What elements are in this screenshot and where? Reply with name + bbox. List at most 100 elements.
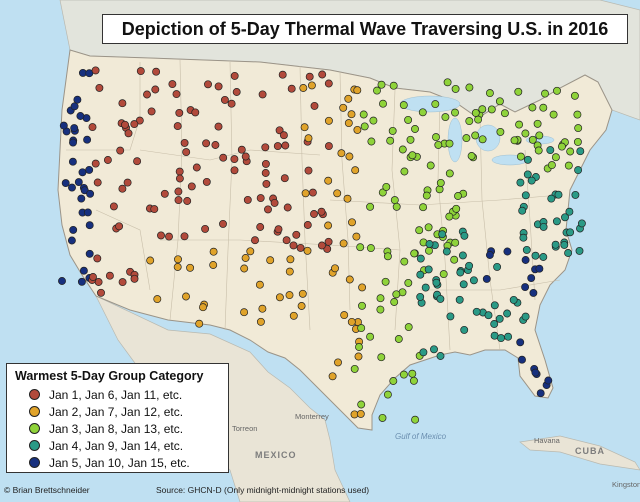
station-marker <box>121 120 129 129</box>
station-marker <box>459 280 468 289</box>
station-marker <box>220 95 229 104</box>
station-marker <box>278 70 287 79</box>
station-marker <box>557 142 566 151</box>
station-marker <box>527 274 536 283</box>
station-marker <box>324 142 333 151</box>
station-marker <box>539 222 548 231</box>
station-marker <box>503 247 512 256</box>
station-marker <box>130 120 139 129</box>
station-marker <box>471 108 480 117</box>
station-marker <box>386 136 395 145</box>
station-marker <box>356 409 365 418</box>
station-marker <box>305 72 314 81</box>
station-marker <box>97 288 105 297</box>
station-marker <box>94 278 103 286</box>
station-marker <box>85 165 94 174</box>
station-marker <box>487 105 496 114</box>
station-marker <box>564 249 573 257</box>
map-title-box: Depiction of 5-Day Thermal Wave Traversi… <box>102 14 628 44</box>
station-marker <box>192 163 201 172</box>
station-marker <box>436 352 445 360</box>
station-marker <box>378 188 387 197</box>
station-marker <box>400 257 409 266</box>
station-marker <box>88 123 97 132</box>
station-marker <box>358 283 367 292</box>
station-marker <box>153 295 162 304</box>
station-marker <box>333 189 342 198</box>
station-marker <box>493 262 502 271</box>
legend-item-group-5: Jan 5, Jan 10, Jan 15, etc. <box>15 454 220 471</box>
station-marker <box>571 190 580 199</box>
station-marker <box>398 145 407 154</box>
station-marker <box>331 264 339 273</box>
station-marker <box>183 197 192 205</box>
station-marker <box>436 178 445 187</box>
station-marker <box>340 311 349 320</box>
station-marker <box>474 115 483 124</box>
legend-item-group-4: Jan 4, Jan 9, Jan 14, etc. <box>15 437 220 454</box>
station-marker <box>452 204 461 213</box>
station-marker <box>410 249 419 258</box>
station-marker <box>219 219 227 228</box>
station-marker <box>416 292 425 301</box>
station-marker <box>67 236 76 245</box>
station-marker <box>296 243 305 252</box>
station-marker <box>324 237 333 246</box>
station-marker <box>261 159 270 168</box>
station-marker <box>539 253 548 261</box>
legend-item-group-3: Jan 3, Jan 8, Jan 13, etc. <box>15 420 220 437</box>
station-marker <box>521 129 530 138</box>
station-marker <box>516 178 525 187</box>
station-marker <box>369 116 378 125</box>
station-marker <box>303 221 312 229</box>
station-marker <box>324 176 333 185</box>
station-marker <box>574 166 583 175</box>
station-marker <box>123 178 132 187</box>
station-marker <box>451 238 460 247</box>
station-marker <box>547 161 556 170</box>
legend-dot-group-3 <box>29 423 40 434</box>
station-marker <box>324 116 333 125</box>
station-marker <box>230 166 239 175</box>
station-marker <box>570 91 579 100</box>
station-marker <box>264 205 272 214</box>
station-marker <box>531 251 540 260</box>
station-marker <box>421 283 430 292</box>
station-marker <box>434 140 443 149</box>
cuba-label: CUBA <box>575 446 605 456</box>
station-marker <box>202 177 211 186</box>
station-marker <box>439 270 448 279</box>
station-marker <box>310 210 318 218</box>
station-marker <box>275 126 284 135</box>
station-marker <box>560 240 569 249</box>
station-marker <box>357 324 366 333</box>
station-marker <box>435 185 444 194</box>
station-marker <box>256 223 265 231</box>
station-marker <box>509 295 518 304</box>
station-marker <box>529 288 538 297</box>
station-marker <box>160 189 169 198</box>
station-marker <box>451 108 459 117</box>
station-marker <box>416 270 425 279</box>
station-marker <box>124 129 133 138</box>
station-marker <box>535 131 544 140</box>
station-marker <box>399 101 408 110</box>
station-marker <box>237 145 246 154</box>
station-marker <box>484 311 493 320</box>
station-marker <box>450 255 459 264</box>
station-marker <box>345 275 354 284</box>
station-marker <box>351 166 360 175</box>
station-marker <box>275 293 284 302</box>
station-marker <box>521 191 530 200</box>
station-marker <box>182 292 190 301</box>
station-marker <box>521 312 530 321</box>
station-marker <box>343 194 352 203</box>
station-marker <box>173 122 182 131</box>
station-marker <box>441 113 450 122</box>
station-marker <box>528 103 537 112</box>
station-marker <box>157 231 165 240</box>
station-marker <box>130 274 139 283</box>
station-marker <box>135 116 144 125</box>
station-marker <box>394 335 403 343</box>
station-marker <box>554 190 563 199</box>
